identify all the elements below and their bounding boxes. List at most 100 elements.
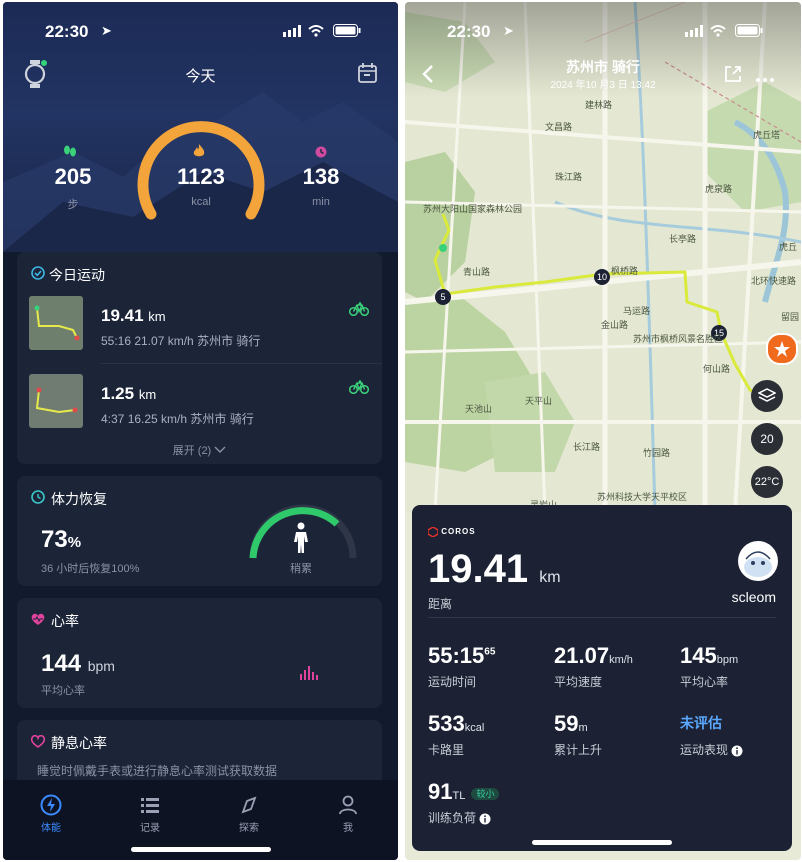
recovery-subtext: 36 小时后恢复100% — [41, 563, 140, 575]
recovery-card[interactable]: 体力恢复 73% 36 小时后恢复100% 稍累 — [17, 476, 382, 586]
resting-heart-rate-card[interactable]: 静息心率 睡觉时佩戴手表或进行静息心率测试获取数据 — [17, 720, 382, 790]
training-load-badge: 较小 — [471, 787, 500, 800]
activity-distance-unit: km — [148, 309, 166, 324]
left-screen: 22:30 ➤ 今天 205 步 1123 kcal 138 min — [3, 2, 398, 860]
nav-item-explore[interactable]: 探索 — [219, 794, 279, 834]
nav-label: 体能 — [41, 823, 61, 834]
location-arrow-icon: ➤ — [503, 23, 514, 38]
nav-item-me[interactable]: 我 — [318, 794, 378, 834]
recovery-state: 稍累 — [290, 563, 312, 575]
check-circle-icon — [31, 266, 45, 285]
map-label: 青山路 — [463, 267, 491, 277]
stat-value: 59 — [554, 711, 579, 736]
map-label: 天池山 — [465, 404, 493, 414]
stat-value: 55:15 — [428, 643, 485, 668]
km-marker: 10 — [594, 269, 610, 285]
nav-item-fitness[interactable]: 体能 — [21, 794, 81, 834]
status-bar: 22:30 ➤ — [3, 2, 398, 62]
temperature-badge[interactable]: 22°C — [751, 466, 783, 498]
header-background — [3, 2, 398, 252]
stat-label: 平均速度 — [554, 675, 603, 689]
minutes-value: 138 — [302, 164, 340, 189]
map-label: 竹园路 — [643, 448, 671, 458]
person-icon — [291, 522, 311, 559]
map-label: 虎丘塔 — [753, 130, 781, 140]
performance-value[interactable]: 未评估 — [680, 715, 722, 731]
stats-card: COROS 19.41 km 距离 scleom 55:1565 运动时间 21… — [412, 505, 792, 851]
home-indicator — [131, 847, 271, 852]
distance-value: 19.41 — [428, 547, 529, 591]
heart-rate-mini-chart — [300, 666, 318, 680]
nav-label: 探索 — [239, 823, 259, 834]
map-label: 留园 — [781, 312, 800, 322]
info-icon[interactable] — [731, 743, 743, 757]
list-icon — [120, 794, 180, 819]
wifi-icon — [710, 24, 726, 42]
calendar-icon[interactable] — [357, 62, 379, 89]
poi-star-icon[interactable] — [766, 333, 798, 365]
back-icon[interactable] — [421, 64, 435, 89]
expand-button[interactable]: 展开 (2) — [17, 442, 382, 458]
user-name: scleom — [731, 589, 776, 605]
lightning-icon — [21, 794, 81, 819]
right-screen: 5 10 15 苏州大阳山国家森林公园 天池山 天平山 灵岩山 虎丘塔 虎丘 留… — [405, 2, 801, 860]
compass-icon — [219, 794, 279, 819]
map-label: 长亭路 — [669, 234, 697, 244]
map-label: 苏州科技大学天平校区 — [597, 492, 688, 502]
route-map[interactable]: 5 10 15 苏州大阳山国家森林公园 天池山 天平山 灵岩山 虎丘塔 虎丘 留… — [405, 2, 801, 512]
bicycle-icon — [348, 380, 370, 399]
activity-row-2[interactable]: 1.25 km 4:37 16.25 km/h 苏州市 骑行 — [17, 370, 382, 436]
info-icon[interactable] — [479, 811, 491, 825]
brand-name: COROS — [441, 527, 476, 537]
stat-label: 卡路里 — [428, 743, 465, 757]
more-icon[interactable] — [755, 70, 775, 88]
stat-unit: km/h — [609, 654, 633, 666]
distance-label: 距离 — [428, 597, 453, 611]
km-marker: 15 — [711, 325, 727, 341]
wind-speed-badge[interactable]: 20 — [751, 423, 783, 455]
map-label: 珠江路 — [555, 172, 583, 182]
map-label: 金山路 — [601, 320, 629, 330]
chevron-down-icon — [214, 445, 226, 457]
kcal-value: 1123 — [177, 164, 225, 189]
resting-heart-icon — [30, 734, 47, 753]
recovery-title: 体力恢复 — [51, 491, 107, 507]
battery-icon — [333, 24, 361, 42]
map-label: 虎丘 — [779, 242, 798, 252]
map-label: 建林路 — [585, 100, 613, 110]
nav-label: 记录 — [140, 823, 160, 834]
flame-icon — [193, 144, 205, 163]
recovery-gauge — [249, 504, 357, 559]
status-time: 22:30 — [45, 22, 89, 41]
calorie-ring — [137, 121, 265, 220]
nav-item-records[interactable]: 记录 — [120, 794, 180, 834]
activity-datetime: 2024 年10 月3 日 13:42 — [550, 80, 656, 91]
divider — [101, 363, 382, 364]
activity-distance: 19.41 — [101, 306, 144, 325]
bottom-nav: 体能 记录 探索 我 — [3, 780, 398, 860]
expand-label: 展开 (2) — [172, 445, 212, 457]
user-avatar[interactable] — [738, 541, 778, 581]
stat-unit: TL — [452, 790, 466, 802]
activity-detail: 55:16 21.07 km/h 苏州市 骑行 — [101, 334, 261, 348]
heart-rate-value: 144 — [41, 650, 82, 677]
map-label: 长江路 — [573, 442, 601, 452]
map-label: 北环快速路 — [751, 276, 797, 286]
map-layers-button[interactable] — [751, 380, 783, 412]
share-icon[interactable] — [723, 64, 743, 89]
stat-unit: kcal — [464, 722, 485, 734]
brand-logo: COROS — [427, 526, 476, 538]
map-label: 苏州大阳山国家森林公园 — [423, 204, 523, 214]
activity-row-1[interactable]: 19.41 km 55:16 21.07 km/h 苏州市 骑行 — [17, 292, 382, 358]
kcal-unit: kcal — [191, 196, 211, 208]
stat-value: 91 — [428, 779, 453, 804]
resting-heart-text: 睡觉时佩戴手表或进行静息心率测试获取数据 — [37, 764, 278, 778]
wifi-icon — [308, 24, 324, 42]
heart-rate-card[interactable]: 心率 144 bpm 平均心率 — [17, 598, 382, 708]
recovery-icon — [31, 490, 45, 509]
map-label: 虎泉路 — [705, 184, 733, 194]
stat-unit: bpm — [716, 654, 739, 666]
km-marker: 5 — [435, 289, 451, 305]
heart-icon — [31, 613, 45, 631]
watch-icon[interactable] — [24, 60, 48, 93]
